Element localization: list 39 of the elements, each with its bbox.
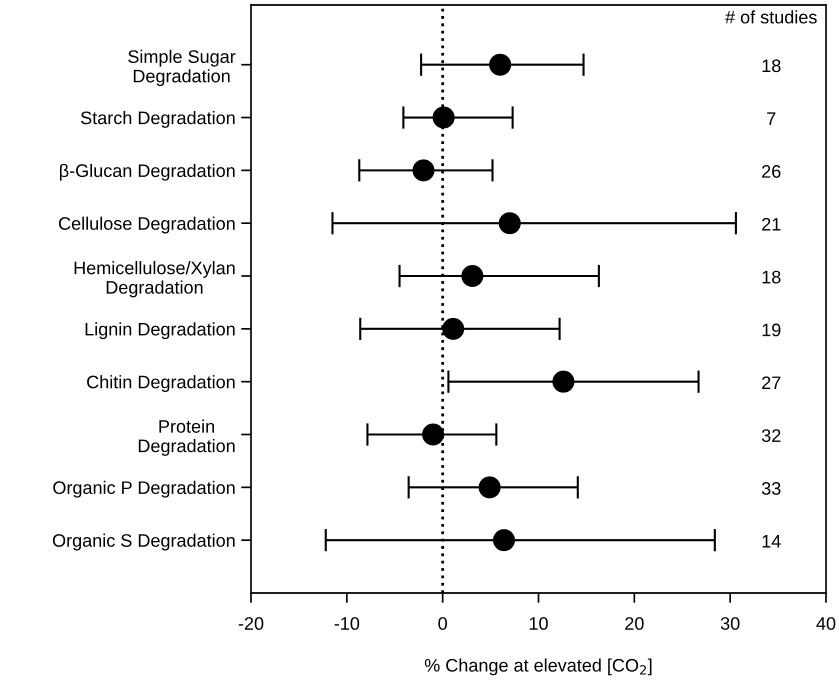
x-tick-label: -10 <box>334 617 360 630</box>
point <box>412 159 434 182</box>
x-tick-label: 40 <box>816 617 836 630</box>
y-tick-label: Organic S Degradation <box>52 534 235 550</box>
y-tick-label: Organic P Degradation <box>53 480 235 498</box>
x-tick-label: 0 <box>438 617 447 630</box>
x-tick-label: 10 <box>530 617 548 630</box>
point <box>552 370 574 393</box>
point <box>461 265 484 288</box>
annotation: 32 <box>762 429 780 442</box>
point <box>489 54 512 76</box>
annotation: 33 <box>762 482 780 495</box>
y-tick-label: Hemicellulose/Xylan Degradation <box>74 261 235 298</box>
point <box>478 476 501 498</box>
x-tick-label: -20 <box>238 617 264 630</box>
annotation: 7 <box>767 112 776 125</box>
point <box>442 318 464 340</box>
annotation: 14 <box>762 535 781 548</box>
x-tick-label: 20 <box>625 617 644 630</box>
annotation: 18 <box>762 59 781 72</box>
y-tick-label: Chitin Degradation <box>87 375 235 392</box>
y-tick-label: Cellulose Degradation <box>58 216 235 234</box>
point <box>432 106 455 129</box>
annotation: 27 <box>762 376 780 389</box>
annotation: 21 <box>762 218 780 230</box>
y-tick-label: Simple Sugar Degradation <box>128 50 236 86</box>
point <box>493 529 515 552</box>
point <box>422 424 444 446</box>
y-tick-label: Lignin Degradation <box>86 322 235 340</box>
x-axis-title: % Change at elevated [CO$_{2}$] <box>424 658 652 676</box>
annotation: 26 <box>762 165 780 178</box>
annotation: # of studies <box>725 10 817 24</box>
annotation: 18 <box>762 270 781 284</box>
x-tick-label: 30 <box>720 617 740 630</box>
y-tick-label: β-Glucan Degradation <box>60 164 235 181</box>
point <box>498 212 521 234</box>
annotation: 19 <box>762 324 780 336</box>
y-tick-label: Protein Degradation <box>138 420 235 456</box>
y-tick-label: Starch Degradation <box>80 110 235 128</box>
